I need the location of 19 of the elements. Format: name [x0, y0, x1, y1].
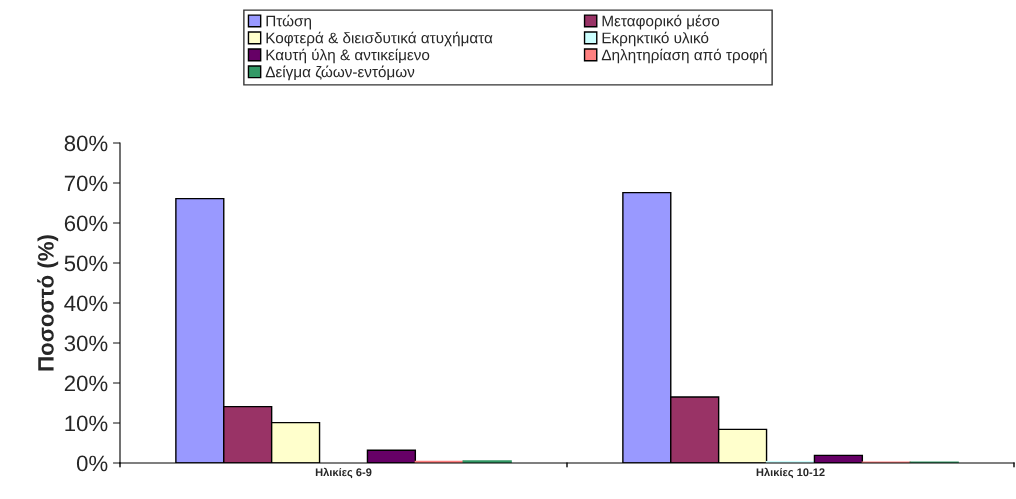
y-tick-label: 10%	[65, 415, 108, 432]
y-tick-label: 70%	[64, 175, 108, 192]
y-tick-label: 30%	[64, 335, 108, 352]
legend-label: Καυτή ύλη & αντικείμενο	[266, 48, 430, 64]
legend-label: Δηλητηρίαση από τροφή	[601, 48, 767, 64]
y-tick-label: 50%	[64, 255, 108, 272]
legend-label: Πτώση	[266, 14, 311, 30]
legend-label: Εκρηκτικό υλικό	[602, 31, 709, 47]
x-tick-label: Ηλικίες 6-9	[315, 467, 372, 479]
x-tick-label: Ηλικίες 10-12	[756, 467, 825, 479]
y-tick-label: 40%	[64, 295, 108, 312]
legend-label: Δείγμα ζώων-εντόμων	[265, 65, 415, 81]
y-tick-label: 80%	[64, 135, 108, 152]
y-tick-label: 20%	[64, 375, 108, 392]
y-axis-title: Ποσοστό (%)	[37, 235, 59, 371]
y-tick-label: 60%	[64, 215, 108, 232]
y-tick-label: 0%	[76, 455, 108, 472]
legend-label: Κοφτερά & διεισδυτικά ατυχήματα	[266, 31, 493, 47]
legend-label: Μεταφορικό μέσο	[602, 14, 720, 30]
